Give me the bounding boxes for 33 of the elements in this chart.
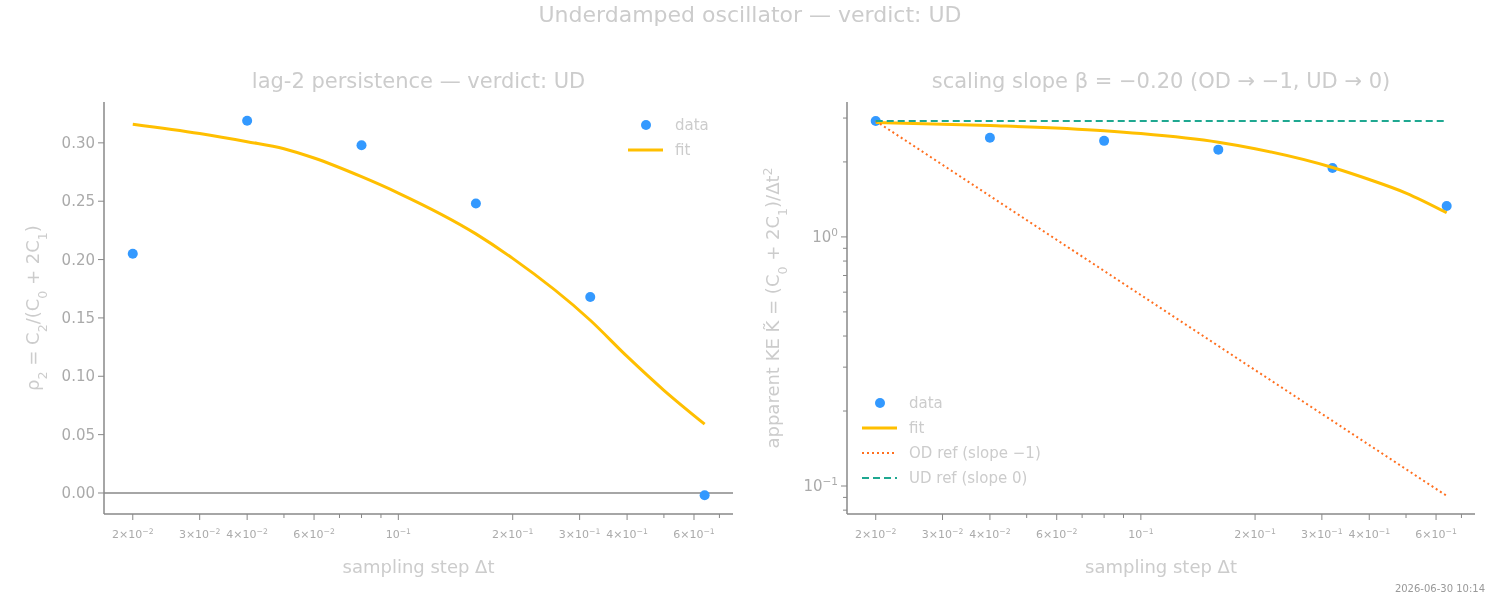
point — [585, 291, 596, 302]
y-tick-label: 0.25 — [61, 192, 95, 211]
y-tick-label: 0.15 — [61, 308, 95, 327]
x-tick-label: 10$^{−1}$ — [385, 526, 412, 541]
x-tick-label: 6×10$^{−2}$ — [1035, 526, 1078, 541]
x-tick-label: 4×10$^{−2}$ — [969, 526, 1011, 541]
x-tick-label: 3×10$^{−2}$ — [921, 526, 964, 541]
y-tick-label: 10$^{0}$ — [812, 225, 838, 246]
x-tick-label: 6×10$^{−1}$ — [1415, 526, 1457, 541]
y-tick-label: 0.20 — [61, 250, 95, 269]
x-tick-label: 10$^{−1}$ — [1128, 526, 1154, 541]
x-tick-label: 3×10$^{−1}$ — [558, 526, 601, 541]
point — [242, 115, 253, 126]
x-tick-label: 4×10$^{−1}$ — [1348, 526, 1391, 541]
x-tick-label: 3×10$^{−1}$ — [1301, 526, 1343, 541]
y-tick-label: 0.10 — [61, 367, 95, 386]
x-tick-label: 3×10$^{−2}$ — [178, 526, 221, 541]
point — [356, 140, 367, 151]
y-tick-label: 0.30 — [61, 133, 95, 152]
x-tick-label: 2×10$^{−1}$ — [491, 526, 534, 541]
y-tick-label: 0.00 — [61, 483, 95, 502]
x-tick-label: 6×10$^{−1}$ — [673, 526, 715, 541]
point — [699, 490, 710, 501]
x-tick-label: 2×10$^{−2}$ — [854, 526, 897, 541]
x-tick-label: 4×10$^{−2}$ — [226, 526, 269, 541]
point — [127, 248, 138, 259]
x-tick-label: 2×10$^{−2}$ — [111, 526, 154, 541]
y-tick-label: 0.05 — [61, 425, 95, 444]
x-tick-label: 6×10$^{−2}$ — [293, 526, 335, 541]
x-tick-label: 2×10$^{−1}$ — [1234, 526, 1276, 541]
text: 2026-06-30 10:14 — [1394, 583, 1485, 594]
point — [470, 198, 481, 209]
x-tick-label: 4×10$^{−1}$ — [606, 526, 648, 541]
